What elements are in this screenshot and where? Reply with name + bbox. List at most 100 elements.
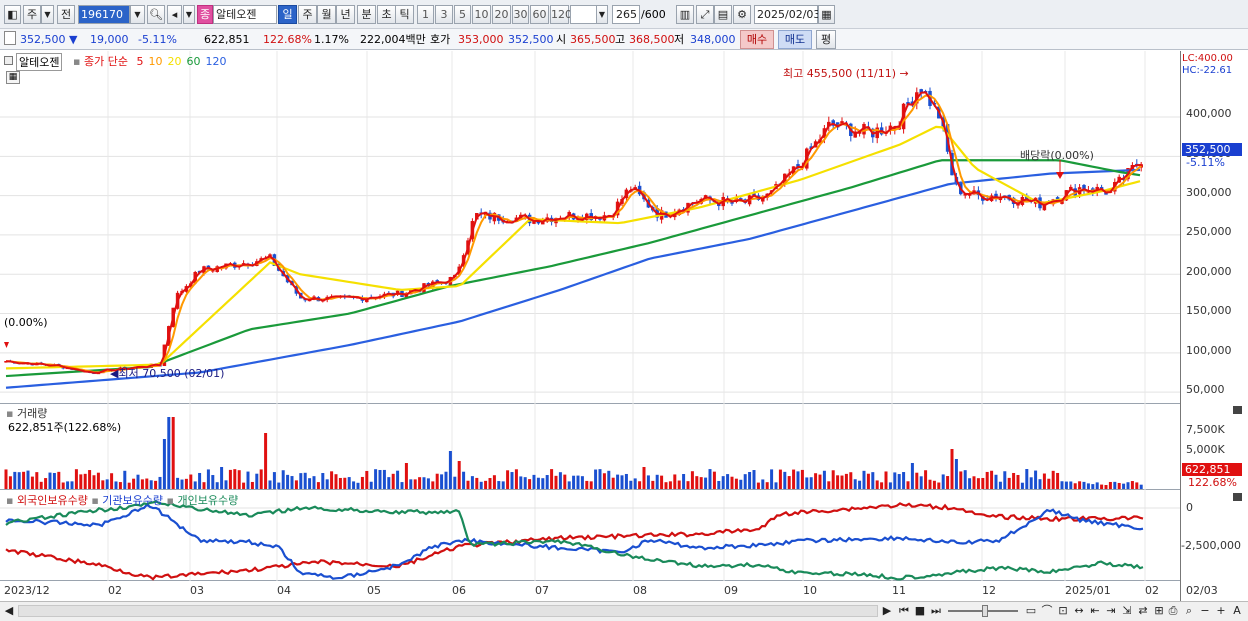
- buy-button[interactable]: 매수: [740, 30, 774, 49]
- code-dropdown-icon[interactable]: ▼: [130, 5, 145, 24]
- volume-bar: [576, 475, 580, 489]
- print-icon[interactable]: ⎙: [1168, 604, 1178, 617]
- eval-button[interactable]: 평: [816, 30, 836, 49]
- volume-bar: [572, 475, 576, 489]
- scroll-left-icon[interactable]: ◀: [4, 604, 14, 617]
- count-input[interactable]: 265: [612, 5, 640, 24]
- legend-ma-item: 5: [136, 55, 144, 68]
- stock-code-input[interactable]: 196170: [78, 5, 130, 24]
- legend-box-icon[interactable]: [4, 56, 13, 65]
- interval-button[interactable]: 120: [550, 5, 572, 24]
- volume-bar: [396, 470, 400, 489]
- scroll-track[interactable]: [18, 605, 878, 617]
- first-page-icon[interactable]: ⏮: [899, 604, 909, 617]
- legend-stock-name[interactable]: 알테오젠: [16, 53, 63, 71]
- volume-bar: [554, 475, 558, 489]
- last-page-icon[interactable]: ⏭: [931, 604, 941, 617]
- line-tool-icon[interactable]: ⌒: [1041, 604, 1053, 617]
- chart-toggle-icon[interactable]: [4, 31, 16, 45]
- dividend-marker-icon: [1056, 172, 1064, 179]
- volume-pane-close-icon[interactable]: [1233, 406, 1242, 414]
- price-pane[interactable]: [0, 51, 1180, 404]
- bottom-scrollbar[interactable]: ◀ ▶ ⏮ ■ ⏭ ▭ ⌒ ⊡ ↔ ⇤ ⇥ ⇲ ⇄ ⊞ ⎙ ⌕ − + A: [0, 601, 1248, 621]
- interval-button[interactable]: 5: [454, 5, 471, 24]
- window-menu-icon[interactable]: ◧: [4, 5, 21, 24]
- period-main-button[interactable]: 주: [23, 5, 41, 24]
- volume-bar: [761, 479, 765, 489]
- stock-name-field[interactable]: 알테오젠: [213, 5, 277, 24]
- calendar-icon[interactable]: ▦: [818, 5, 835, 24]
- volume-bar: [981, 477, 985, 489]
- zoom-in-icon[interactable]: +: [1216, 604, 1226, 617]
- sync-icon[interactable]: ⇄: [1138, 604, 1148, 617]
- stop-icon[interactable]: ■: [914, 604, 926, 617]
- interval-button[interactable]: 20: [492, 5, 511, 24]
- period-tab[interactable]: 주: [298, 5, 317, 24]
- price-y-tick: 200,000: [1186, 265, 1232, 278]
- volume-bar: [440, 474, 444, 489]
- interval-button[interactable]: 10: [472, 5, 491, 24]
- interval-button[interactable]: 30: [512, 5, 529, 24]
- candle-type-icon[interactable]: ▥: [676, 5, 694, 24]
- volume-bar: [268, 480, 272, 489]
- volume-bar: [378, 469, 382, 489]
- period-tab[interactable]: 틱: [395, 5, 414, 24]
- scroll-to-end-icon[interactable]: ⇲: [1122, 604, 1132, 617]
- volume-last-tag: 622,851: [1182, 463, 1242, 476]
- range-icon[interactable]: ↔: [1074, 604, 1084, 617]
- fit-icon[interactable]: ⊡: [1058, 604, 1068, 617]
- draw-tool-icon[interactable]: ⤢: [696, 5, 714, 24]
- table-toggle-icon[interactable]: ▦: [6, 71, 20, 84]
- period-tab[interactable]: 분: [357, 5, 376, 24]
- interval-button[interactable]: 3: [435, 5, 453, 24]
- volume-bar: [836, 475, 840, 489]
- blank-dropdown-icon[interactable]: ▼: [596, 5, 608, 24]
- period-tab[interactable]: 월: [317, 5, 336, 24]
- volume-bar: [431, 481, 435, 489]
- volume-bar: [739, 479, 743, 489]
- holding-pane-close-icon[interactable]: [1233, 493, 1242, 501]
- volume-bar: [105, 479, 109, 489]
- quote-bar: 352,500 ▼ 19,000 -5.11% 622,851 122.68% …: [0, 29, 1248, 50]
- volume-bar: [770, 469, 774, 489]
- expand-icon[interactable]: ⇥: [1106, 604, 1116, 617]
- volume-bar: [519, 476, 523, 489]
- zoom-slider-handle[interactable]: [982, 605, 988, 617]
- interval-button[interactable]: 60: [530, 5, 549, 24]
- volume-bar: [800, 469, 804, 489]
- legend-ma-item: 10: [148, 55, 163, 68]
- auto-scale-icon[interactable]: A: [1233, 604, 1241, 617]
- settings-gear-icon[interactable]: ⚙: [733, 5, 751, 24]
- volume-bar: [409, 479, 413, 489]
- volume-bar: [352, 481, 356, 489]
- holding-pane[interactable]: [0, 490, 1180, 581]
- interval-button[interactable]: 1: [417, 5, 434, 24]
- volume-bar: [308, 478, 312, 489]
- volume-bar: [910, 463, 914, 489]
- speaker-dropdown-icon[interactable]: ▼: [183, 5, 195, 24]
- open-value: 365,500: [570, 33, 616, 46]
- x-tick: 06: [452, 584, 466, 597]
- speaker-icon[interactable]: ◂: [167, 5, 182, 24]
- grid-icon[interactable]: ⊞: [1154, 604, 1164, 617]
- date-input[interactable]: 2025/02/03: [754, 5, 820, 24]
- volume-bar: [30, 476, 34, 489]
- save-icon[interactable]: ▤: [714, 5, 732, 24]
- volume-pane[interactable]: [0, 404, 1180, 490]
- zoom-search-icon[interactable]: ⌕: [1185, 604, 1193, 617]
- scroll-right-icon[interactable]: ▶: [882, 604, 892, 617]
- volume-bar: [778, 469, 782, 489]
- search-icon[interactable]: 🔍︎: [147, 5, 165, 24]
- period-dropdown-icon[interactable]: ▼: [41, 5, 54, 24]
- compress-icon[interactable]: ⇤: [1090, 604, 1100, 617]
- prev-button[interactable]: 전: [57, 5, 75, 24]
- volume-bar: [655, 474, 659, 489]
- period-tab[interactable]: 년: [336, 5, 355, 24]
- volume-bar: [444, 471, 448, 489]
- institution-holding-label: 기관보유수량: [102, 494, 164, 507]
- zoom-box-icon[interactable]: ▭: [1025, 604, 1037, 617]
- sell-button[interactable]: 매도: [778, 30, 812, 49]
- zoom-out-icon[interactable]: −: [1200, 604, 1210, 617]
- period-tab[interactable]: 일: [278, 5, 297, 24]
